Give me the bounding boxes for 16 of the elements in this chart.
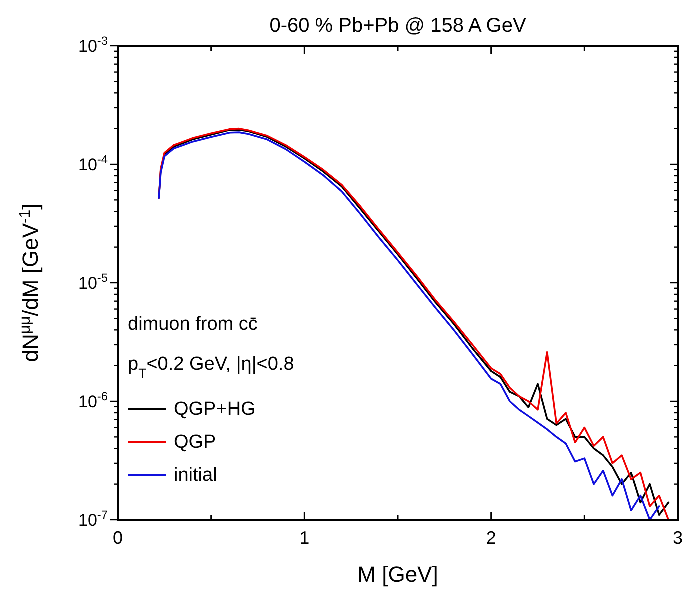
x-axis-title: M [GeV] <box>358 562 438 587</box>
y-tick-label: 10$^{-3}$ <box>78 34 108 56</box>
legend-label: initial <box>174 465 218 486</box>
y-tick-label: 10$^{-6}$ <box>78 390 108 412</box>
y-tick-label: 10$^{-4}$ <box>78 152 108 174</box>
y-tick-label: 10$^{-5}$ <box>78 271 108 293</box>
x-tick-label: 2 <box>486 528 496 548</box>
chart-title: 0-60 % Pb+Pb @ 158 A GeV <box>270 15 527 37</box>
legend-label: QGP <box>174 432 216 453</box>
legend-label: QGP+HG <box>174 399 256 420</box>
y-tick-label: 10$^{-7}$ <box>78 508 108 530</box>
x-tick-label: 3 <box>672 528 684 548</box>
annotation: dimuon from cc̄ <box>128 314 258 335</box>
x-tick-label: 1 <box>300 528 310 548</box>
annotation: p$_{T}$<0.2 GeV, |η|<0.8 <box>128 354 294 380</box>
x-tick-label: 0 <box>112 528 124 548</box>
